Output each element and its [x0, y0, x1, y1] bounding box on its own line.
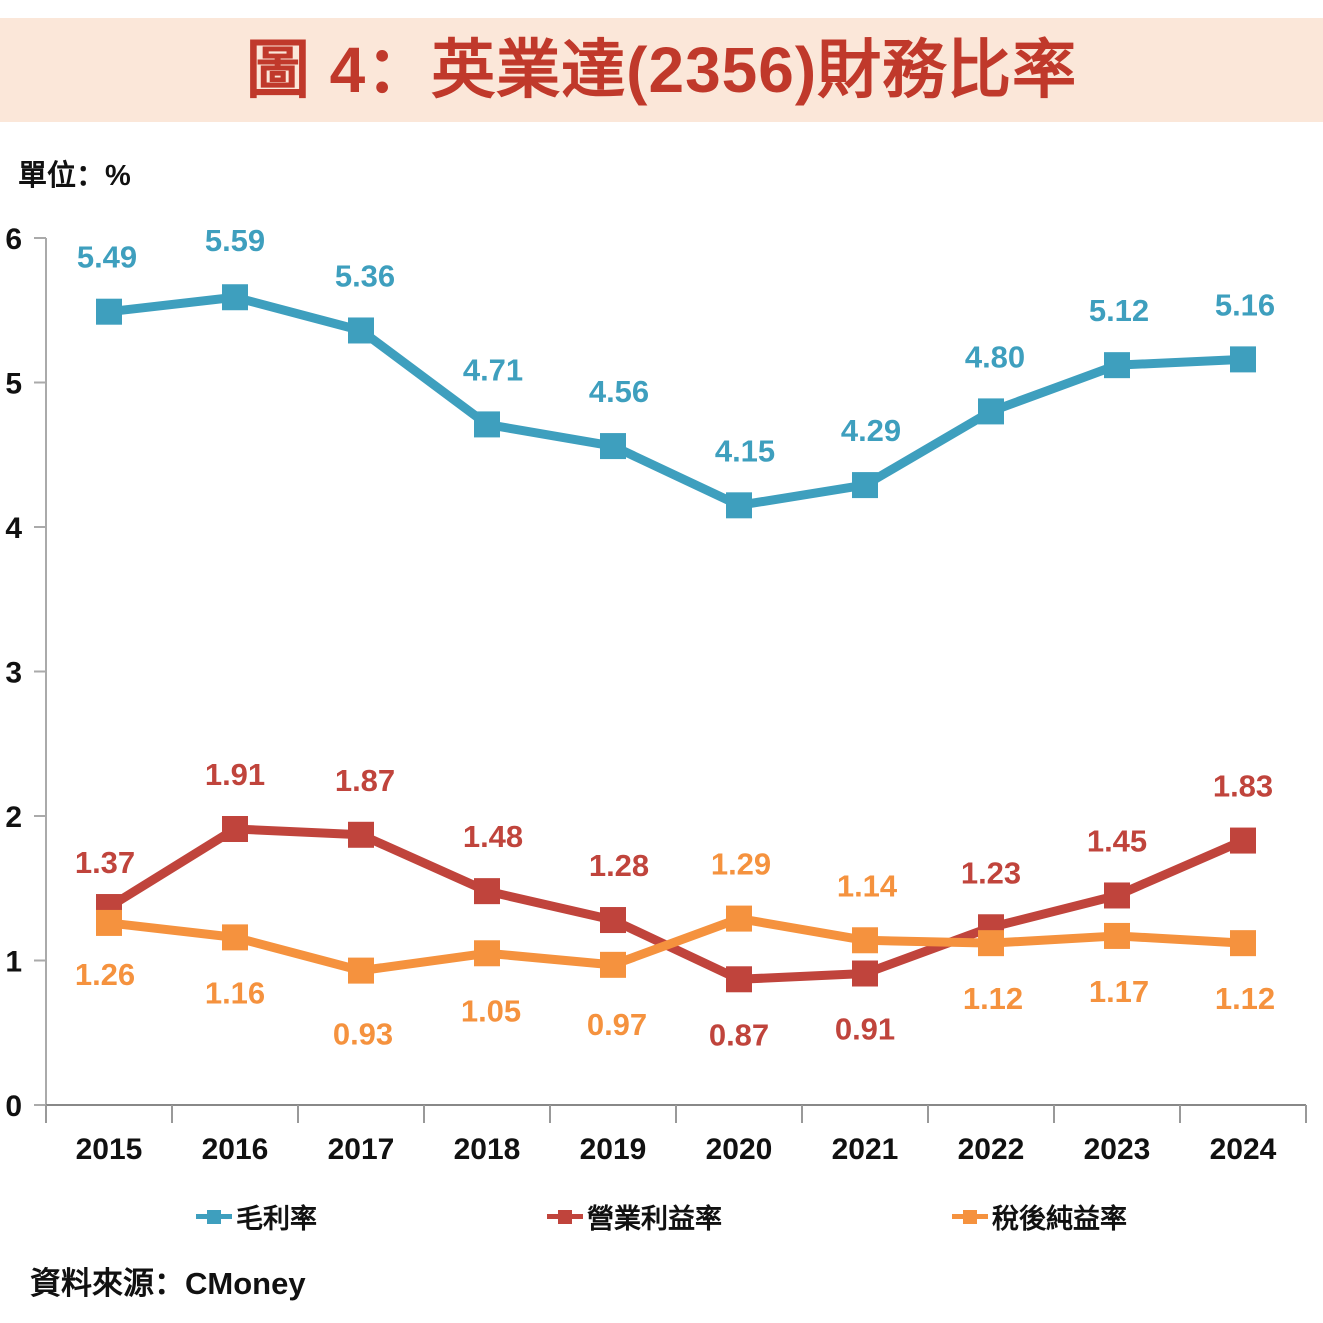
y-axis-tick-label: 1	[5, 946, 22, 979]
legend-swatch-icon	[196, 1206, 232, 1226]
y-axis-tick-label: 0	[5, 1090, 22, 1123]
y-axis-tick-label: 6	[5, 223, 22, 256]
data-point-marker[interactable]	[474, 878, 500, 905]
data-point-label: 1.12	[963, 981, 1023, 1016]
legend-swatch-icon	[547, 1206, 583, 1226]
data-point-marker[interactable]	[348, 317, 374, 344]
data-point-marker[interactable]	[96, 909, 122, 936]
data-point-label: 0.93	[333, 1017, 393, 1052]
data-point-label: 1.28	[589, 848, 649, 883]
data-point-label: 0.87	[709, 1017, 769, 1052]
chart-legend: 毛利率 營業利益率 稅後純益率	[0, 1192, 1323, 1240]
x-axis-tick-label: 2016	[202, 1133, 269, 1166]
chart-svg: 0 1 2 3 4 5 6 2015 2016 2017 2018 2019 2020 2021 2022 2…	[5, 223, 1307, 1166]
data-point-label: 4.15	[715, 433, 775, 468]
x-axis-tick-label: 2024	[1210, 1133, 1277, 1166]
data-point-label: 1.29	[711, 847, 771, 882]
series-line	[108, 914, 1244, 976]
data-point-label: 1.14	[837, 868, 898, 903]
data-point-label: 5.36	[335, 258, 395, 293]
data-point-marker[interactable]	[1230, 346, 1256, 373]
series-毛利率	[96, 284, 1256, 519]
data-point-label: 1.23	[961, 855, 1021, 890]
legend-item-operating-margin[interactable]: 營業利益率	[547, 1197, 722, 1236]
title-banner: 圖 4：英業達(2356)財務比率	[0, 18, 1323, 122]
data-point-marker[interactable]	[222, 284, 248, 311]
data-point-marker[interactable]	[852, 472, 878, 499]
series-line	[106, 824, 1245, 984]
x-axis-tick-label: 2018	[454, 1133, 521, 1166]
legend-item-net-margin[interactable]: 稅後純益率	[952, 1197, 1127, 1236]
data-point-marker[interactable]	[1104, 352, 1130, 379]
data-point-label: 4.56	[589, 374, 649, 409]
data-point-label: 4.80	[965, 339, 1025, 374]
unit-label: 單位：%	[18, 160, 131, 192]
data-point-marker[interactable]	[726, 905, 752, 932]
x-axis-tick-label: 2021	[832, 1133, 899, 1166]
data-point-marker[interactable]	[1230, 827, 1256, 854]
series-營業利益率	[96, 816, 1256, 993]
data-point-label: 1.91	[205, 757, 265, 792]
x-axis-tick-label: 2022	[958, 1133, 1025, 1166]
series-稅後純益率	[96, 905, 1256, 984]
financial-ratio-line-chart: 0 1 2 3 4 5 6 2015 2016 2017 2018 2019 2020 2021 2022 2…	[5, 223, 1307, 1166]
y-axis-tick-label: 2	[5, 801, 22, 834]
data-point-label: 1.12	[1215, 981, 1275, 1016]
data-point-marker[interactable]	[852, 927, 878, 954]
y-axis-tick-label: 3	[5, 657, 22, 690]
data-point-label: 0.97	[587, 1007, 647, 1042]
data-point-label: 5.59	[205, 223, 265, 258]
legend-label: 營業利益率	[587, 1203, 722, 1234]
data-point-label: 1.48	[463, 819, 523, 854]
data-point-marker[interactable]	[222, 816, 248, 843]
x-axis-tick-label: 2015	[76, 1133, 143, 1166]
data-point-label: 1.87	[335, 763, 395, 798]
data-point-marker[interactable]	[222, 924, 248, 951]
data-point-marker[interactable]	[1104, 922, 1130, 949]
data-point-marker[interactable]	[1104, 882, 1130, 909]
data-point-marker[interactable]	[852, 960, 878, 987]
x-axis-tick-label: 2020	[706, 1133, 773, 1166]
data-point-label: 5.16	[1215, 287, 1275, 322]
data-point-label: 1.17	[1089, 974, 1149, 1009]
data-point-label: 4.29	[841, 413, 901, 448]
data-point-marker[interactable]	[978, 398, 1004, 425]
data-point-label: 5.49	[77, 240, 137, 275]
legend-item-gross-margin[interactable]: 毛利率	[196, 1197, 317, 1236]
data-point-label: 1.37	[75, 845, 135, 880]
legend-swatch-icon	[952, 1206, 988, 1226]
data-point-label: 0.91	[835, 1012, 895, 1047]
data-point-label: 1.83	[1213, 769, 1273, 804]
legend-label: 稅後純益率	[992, 1203, 1127, 1234]
source-note: 資料來源：CMoney	[30, 1266, 306, 1301]
data-point-marker[interactable]	[96, 298, 122, 325]
x-axis-tick-label: 2017	[328, 1133, 395, 1166]
data-point-marker[interactable]	[348, 821, 374, 848]
data-point-marker[interactable]	[348, 957, 374, 984]
data-point-label: 1.05	[461, 993, 521, 1028]
data-point-marker[interactable]	[726, 966, 752, 993]
data-point-marker[interactable]	[474, 940, 500, 967]
series-line	[108, 292, 1244, 510]
data-point-marker[interactable]	[474, 411, 500, 438]
data-point-label: 4.71	[463, 352, 523, 387]
y-axis-tick-label: 4	[5, 512, 22, 545]
data-point-marker[interactable]	[600, 907, 626, 934]
x-axis-tick-label: 2023	[1084, 1133, 1151, 1166]
y-axis-tick-label: 5	[5, 368, 22, 401]
data-point-marker[interactable]	[726, 492, 752, 519]
data-point-marker[interactable]	[1230, 930, 1256, 957]
page-title: 圖 4：英業達(2356)財務比率	[245, 34, 1078, 106]
data-point-label: 1.45	[1087, 823, 1147, 858]
data-point-marker[interactable]	[600, 433, 626, 460]
data-point-marker[interactable]	[978, 930, 1004, 957]
x-axis-tick-label: 2019	[580, 1133, 647, 1166]
data-point-label: 5.12	[1089, 293, 1149, 328]
legend-label: 毛利率	[236, 1203, 317, 1234]
data-point-label: 1.16	[205, 975, 265, 1010]
data-point-marker[interactable]	[600, 951, 626, 978]
data-point-label: 1.26	[75, 957, 135, 992]
